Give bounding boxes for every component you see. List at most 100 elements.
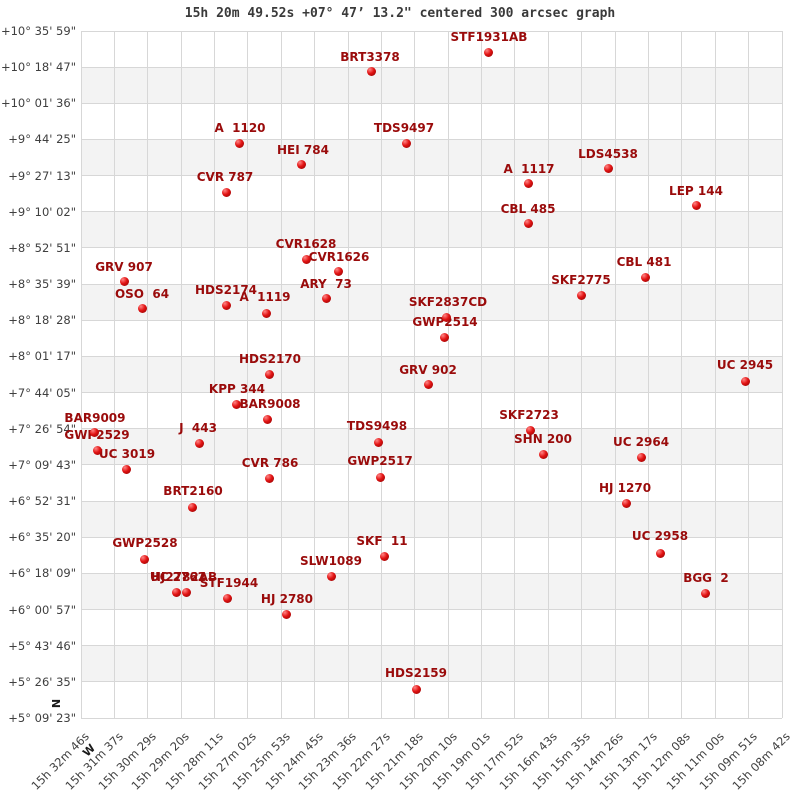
h-gridline bbox=[81, 536, 782, 538]
star-label: HDS2159 bbox=[384, 666, 448, 680]
y-tick-label: +7° 44' 05" bbox=[8, 385, 76, 400]
row-band bbox=[81, 139, 782, 176]
star-label: STF1931AB bbox=[450, 30, 528, 45]
h-gridline bbox=[81, 319, 782, 321]
star-point bbox=[182, 587, 192, 597]
star-label: GRV 902 bbox=[399, 363, 457, 378]
star-label: GRV 907 bbox=[95, 260, 153, 275]
star-point bbox=[327, 571, 337, 581]
h-gridline bbox=[81, 247, 782, 249]
h-gridline bbox=[81, 66, 782, 68]
star-point bbox=[121, 464, 131, 474]
y-tick-label: +6° 00' 57" bbox=[8, 602, 76, 617]
north-direction-indicator: N bbox=[49, 698, 63, 709]
star-label: SKF2723 bbox=[499, 408, 559, 423]
y-tick-label: +10° 35' 59" bbox=[0, 24, 76, 38]
y-tick-label: +10° 01' 36" bbox=[0, 96, 76, 111]
star-point bbox=[380, 551, 390, 561]
star-label: GWP2528 bbox=[112, 536, 178, 551]
y-tick-label: +8° 18' 28" bbox=[8, 313, 76, 328]
star-label: A 1117 bbox=[503, 162, 555, 177]
star-label: SKF2837CD bbox=[408, 295, 488, 310]
v-gridline bbox=[714, 31, 716, 718]
star-point bbox=[655, 548, 665, 558]
star-label: HDS2170 bbox=[238, 352, 302, 367]
y-tick-label: +6° 35' 20" bbox=[8, 530, 76, 545]
star-point bbox=[538, 449, 548, 459]
y-tick-label: +5° 43' 46" bbox=[8, 638, 76, 653]
star-point bbox=[439, 332, 449, 342]
star-point bbox=[140, 554, 150, 564]
h-gridline bbox=[81, 211, 782, 213]
star-point bbox=[265, 369, 275, 379]
v-gridline bbox=[514, 31, 516, 718]
star-label: UC 2964 bbox=[612, 435, 670, 450]
star-label: SKF 11 bbox=[356, 534, 408, 549]
star-point bbox=[321, 293, 331, 303]
star-label: J 443 bbox=[179, 421, 217, 436]
star-label: HJ 1270 bbox=[598, 481, 652, 496]
h-gridline bbox=[81, 464, 782, 466]
y-tick-label: +9° 27' 13" bbox=[8, 168, 76, 183]
star-point bbox=[375, 472, 385, 482]
v-gridline bbox=[614, 31, 616, 718]
star-point bbox=[137, 303, 147, 313]
star-label: BGG 2 bbox=[683, 571, 729, 586]
star-point bbox=[187, 502, 197, 512]
star-point bbox=[264, 473, 274, 483]
y-tick-label: +9° 44' 25" bbox=[8, 132, 76, 147]
v-gridline bbox=[547, 31, 549, 718]
row-band bbox=[81, 67, 782, 104]
star-label: A 1120 bbox=[214, 121, 266, 136]
y-tick-label: +10° 18' 47" bbox=[0, 60, 76, 75]
y-tick-label: +7° 26' 54" bbox=[8, 421, 76, 436]
star-label: GWP2517 bbox=[347, 454, 413, 469]
star-point bbox=[263, 414, 273, 424]
star-point bbox=[221, 187, 231, 197]
star-label: UC 2945 bbox=[716, 358, 774, 373]
star-point bbox=[640, 272, 650, 282]
v-gridline bbox=[347, 31, 349, 718]
star-label: UC 2958 bbox=[631, 529, 689, 544]
star-point bbox=[423, 379, 433, 389]
star-point bbox=[282, 609, 292, 619]
star-label: UC 2762 bbox=[149, 570, 207, 585]
star-label: CVR 786 bbox=[241, 456, 299, 471]
h-gridline bbox=[81, 175, 782, 177]
h-gridline bbox=[81, 102, 782, 104]
star-label: CBL 481 bbox=[616, 255, 672, 270]
star-label: KPP 344 bbox=[208, 382, 266, 397]
star-point bbox=[93, 445, 103, 455]
v-gridline bbox=[647, 31, 649, 718]
h-gridline bbox=[81, 392, 782, 394]
star-label: BAR9009 bbox=[64, 411, 126, 426]
y-tick-label: +6° 52' 31" bbox=[8, 494, 76, 509]
v-gridline bbox=[180, 31, 182, 718]
star-label: ARY 73 bbox=[300, 277, 352, 292]
star-label: TDS9498 bbox=[346, 419, 408, 434]
h-gridline bbox=[81, 355, 782, 357]
row-band bbox=[81, 501, 782, 538]
star-label: UC 3019 bbox=[98, 447, 156, 462]
star-point bbox=[223, 593, 233, 603]
h-gridline bbox=[81, 428, 782, 430]
y-tick-label: +9° 10' 02" bbox=[8, 204, 76, 219]
star-point bbox=[333, 266, 343, 276]
star-label: HDS2174 bbox=[194, 283, 258, 298]
star-label: CVR1626 bbox=[308, 250, 370, 265]
star-label: OSO 64 bbox=[114, 287, 170, 302]
y-tick-label: +8° 52' 51" bbox=[8, 240, 76, 255]
h-gridline bbox=[81, 681, 782, 683]
star-label: LDS4538 bbox=[578, 147, 638, 162]
star-point bbox=[484, 47, 494, 57]
star-label: SKF2775 bbox=[551, 273, 611, 288]
v-gridline bbox=[414, 31, 416, 718]
v-gridline bbox=[781, 31, 783, 718]
v-gridline bbox=[80, 31, 82, 718]
star-point bbox=[523, 218, 533, 228]
v-gridline bbox=[380, 31, 382, 718]
star-point bbox=[261, 308, 271, 318]
star-point bbox=[297, 159, 307, 169]
star-point bbox=[221, 300, 231, 310]
